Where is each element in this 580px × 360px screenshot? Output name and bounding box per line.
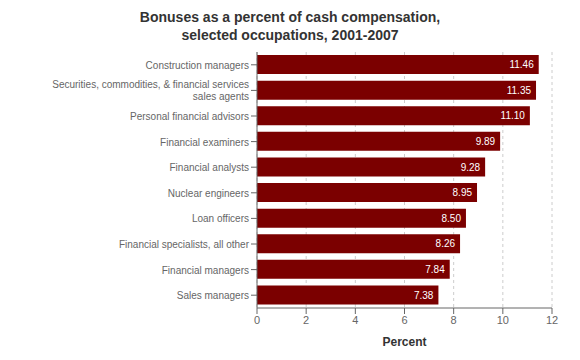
- svg-text:8.50: 8.50: [441, 213, 461, 224]
- svg-text:11.35: 11.35: [507, 85, 532, 96]
- svg-text:Construction managers: Construction managers: [146, 59, 249, 70]
- svg-text:Financial analysts: Financial analysts: [170, 162, 249, 173]
- svg-text:9.28: 9.28: [461, 162, 481, 173]
- svg-text:8: 8: [451, 314, 457, 326]
- svg-text:Securities, commodities, & fin: Securities, commodities, & financial ser…: [52, 79, 249, 102]
- svg-text:0: 0: [254, 314, 260, 326]
- svg-text:Sales managers: Sales managers: [177, 290, 249, 301]
- html-text:Bonuses as a percent of cash c: Bonuses as a percent of cash compensatio…: [139, 9, 441, 43]
- svg-text:11.46: 11.46: [509, 59, 534, 70]
- svg-text:Nuclear engineers: Nuclear engineers: [168, 187, 249, 198]
- svg-text:12: 12: [546, 314, 558, 326]
- svg-text:6: 6: [401, 314, 407, 326]
- svg-text:Loan officers: Loan officers: [192, 213, 249, 224]
- svg-text:Financial examiners: Financial examiners: [160, 136, 249, 147]
- svg-text:Financial managers: Financial managers: [162, 264, 249, 275]
- svg-text:8.95: 8.95: [453, 187, 473, 198]
- svg-text:4: 4: [352, 314, 358, 326]
- svg-text:8.26: 8.26: [436, 238, 456, 249]
- svg-text:10: 10: [497, 314, 509, 326]
- svg-text:7.84: 7.84: [425, 264, 445, 275]
- svg-text:9.89: 9.89: [476, 136, 496, 147]
- svg-text:Financial specialists, all oth: Financial specialists, all other: [119, 239, 250, 250]
- svg-text:Percent: Percent: [382, 335, 426, 349]
- svg-text:Personal financial advisors: Personal financial advisors: [130, 111, 249, 122]
- svg-text:2: 2: [303, 314, 309, 326]
- svg-text:11.10: 11.10: [501, 110, 526, 121]
- svg-text:7.38: 7.38: [414, 290, 434, 301]
